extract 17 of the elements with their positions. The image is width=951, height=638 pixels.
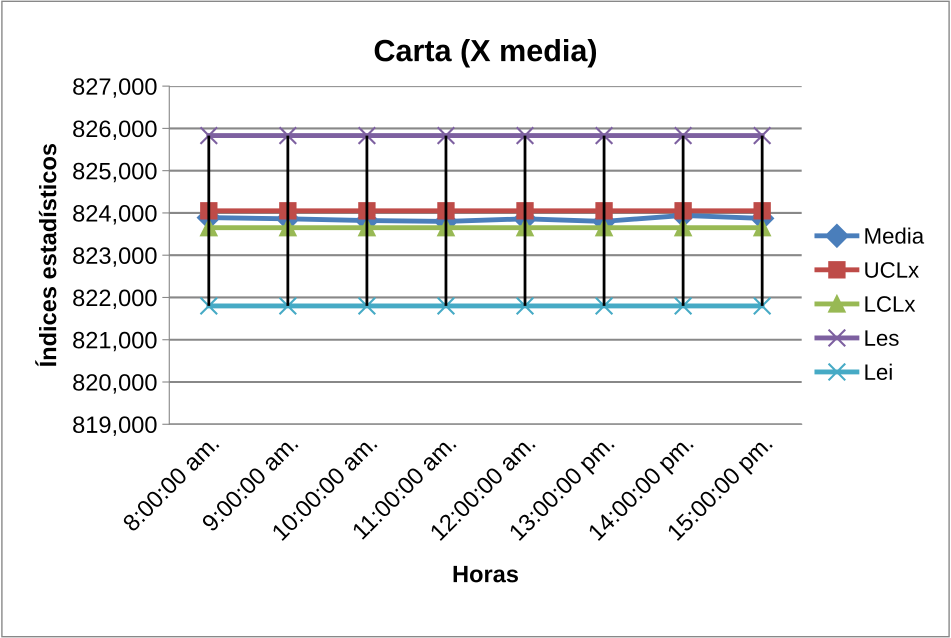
y-tick-label: 826,000 [73, 120, 157, 140]
y-tick-label: 823,000 [73, 247, 157, 267]
y-tick-label: 825,000 [73, 162, 157, 182]
x-axis-title: Horas [454, 566, 518, 582]
legend-label: Media [865, 227, 924, 244]
legend-label: Les [865, 330, 899, 346]
y-tick-label: 820,000 [73, 374, 157, 394]
legend-label: UCLx [865, 262, 919, 278]
y-axis-title: Índices estadísticos [35, 144, 56, 366]
y-tick-label: 822,000 [73, 290, 157, 310]
legend-label: Lei [865, 364, 892, 380]
y-tick-label: 827,000 [73, 78, 157, 98]
y-tick-label: 821,000 [73, 332, 157, 352]
y-tick-label: 824,000 [73, 205, 157, 225]
chart-title: Carta (X media) [374, 38, 596, 68]
y-tick-label: 819,000 [73, 416, 157, 436]
legend-label: LCLx [865, 296, 916, 312]
